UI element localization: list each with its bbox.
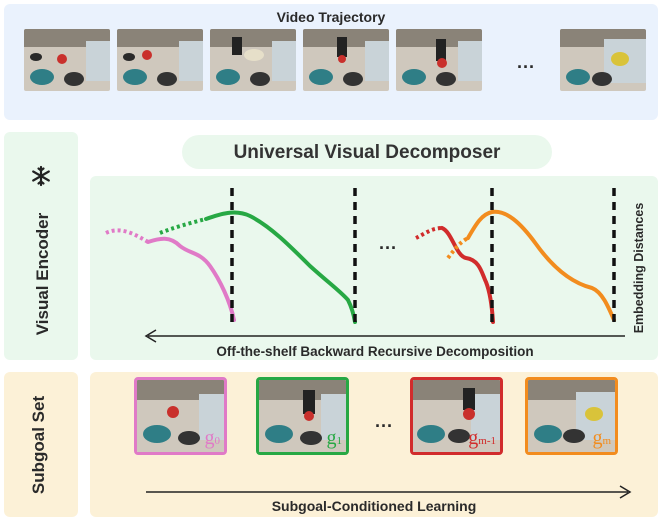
subgoal-panel: g0 g1 ··· gm-1 gm Subgoal-Conditioned Le… — [90, 372, 658, 517]
video-frames-ellipsis: ··· — [517, 57, 535, 77]
video-frame-2 — [117, 29, 203, 91]
subgoal-label-g1: g1 — [327, 427, 343, 452]
orange-curve — [466, 209, 616, 322]
video-frame-1 — [24, 29, 110, 91]
subgoal-subscript: 0 — [214, 435, 221, 447]
subgoal-label-gm-1: gm-1 — [468, 427, 496, 452]
subgoal-subscript: m-1 — [478, 435, 496, 447]
video-frame-strip: ··· — [4, 29, 658, 99]
snowflake-icon — [32, 165, 50, 187]
pink-curve — [146, 236, 236, 322]
visual-encoder-label: Visual Encoder — [33, 212, 52, 336]
red-dotted-curve — [415, 226, 443, 240]
subgoal-letter: g — [468, 427, 479, 449]
embedding-distance-plot — [105, 188, 625, 343]
subgoal-set-label: Subgoal Set — [29, 395, 48, 495]
orange-dotted-curve — [446, 236, 469, 260]
subgoal-frame-gm: gm — [525, 377, 618, 455]
subgoal-letter: g — [204, 427, 215, 449]
subgoal-frame-gm-1: gm-1 — [410, 377, 503, 455]
video-frame-3 — [210, 29, 296, 91]
backward-decomposition-label: Off-the-shelf Backward Recursive Decompo… — [216, 344, 534, 359]
video-frame-5 — [396, 29, 482, 91]
subgoal-label-g0: g0 — [205, 427, 221, 452]
subgoal-frame-g0: g0 — [134, 377, 227, 455]
video-trajectory-title: Video Trajectory — [276, 9, 386, 25]
decomposer-title: Universal Visual Decomposer — [233, 142, 501, 163]
subgoal-letter: g — [326, 427, 337, 449]
green-dotted-curve — [159, 217, 207, 235]
subgoal-learning-label: Subgoal-Conditioned Learning — [271, 498, 477, 514]
forward-arrow — [146, 485, 632, 499]
subgoal-label-gm: gm — [592, 427, 611, 452]
subgoal-ellipsis: ··· — [375, 416, 393, 436]
embedding-plot-panel: ··· Off-the-shelf Backward Recursive Dec… — [90, 176, 658, 360]
decomposer-title-pill: Universal Visual Decomposer — [182, 135, 552, 169]
red-curve — [440, 226, 495, 324]
subgoal-frame-g1: g1 — [256, 377, 349, 455]
video-frame-last — [560, 29, 646, 91]
video-trajectory-panel: Video Trajectory ··· — [4, 4, 658, 120]
subgoal-subscript: m — [602, 435, 611, 447]
video-frame-4 — [303, 29, 389, 91]
subgoal-subscript: 1 — [336, 435, 343, 447]
subgoal-set-side-panel — [4, 372, 78, 517]
pink-dotted-curve — [105, 228, 150, 244]
plot-ellipsis: ··· — [379, 238, 397, 258]
backward-arrow-head — [144, 329, 157, 343]
subgoal-letter: g — [592, 427, 603, 449]
green-curve — [204, 210, 357, 324]
embedding-distances-label: Embedding Distances — [632, 202, 646, 334]
